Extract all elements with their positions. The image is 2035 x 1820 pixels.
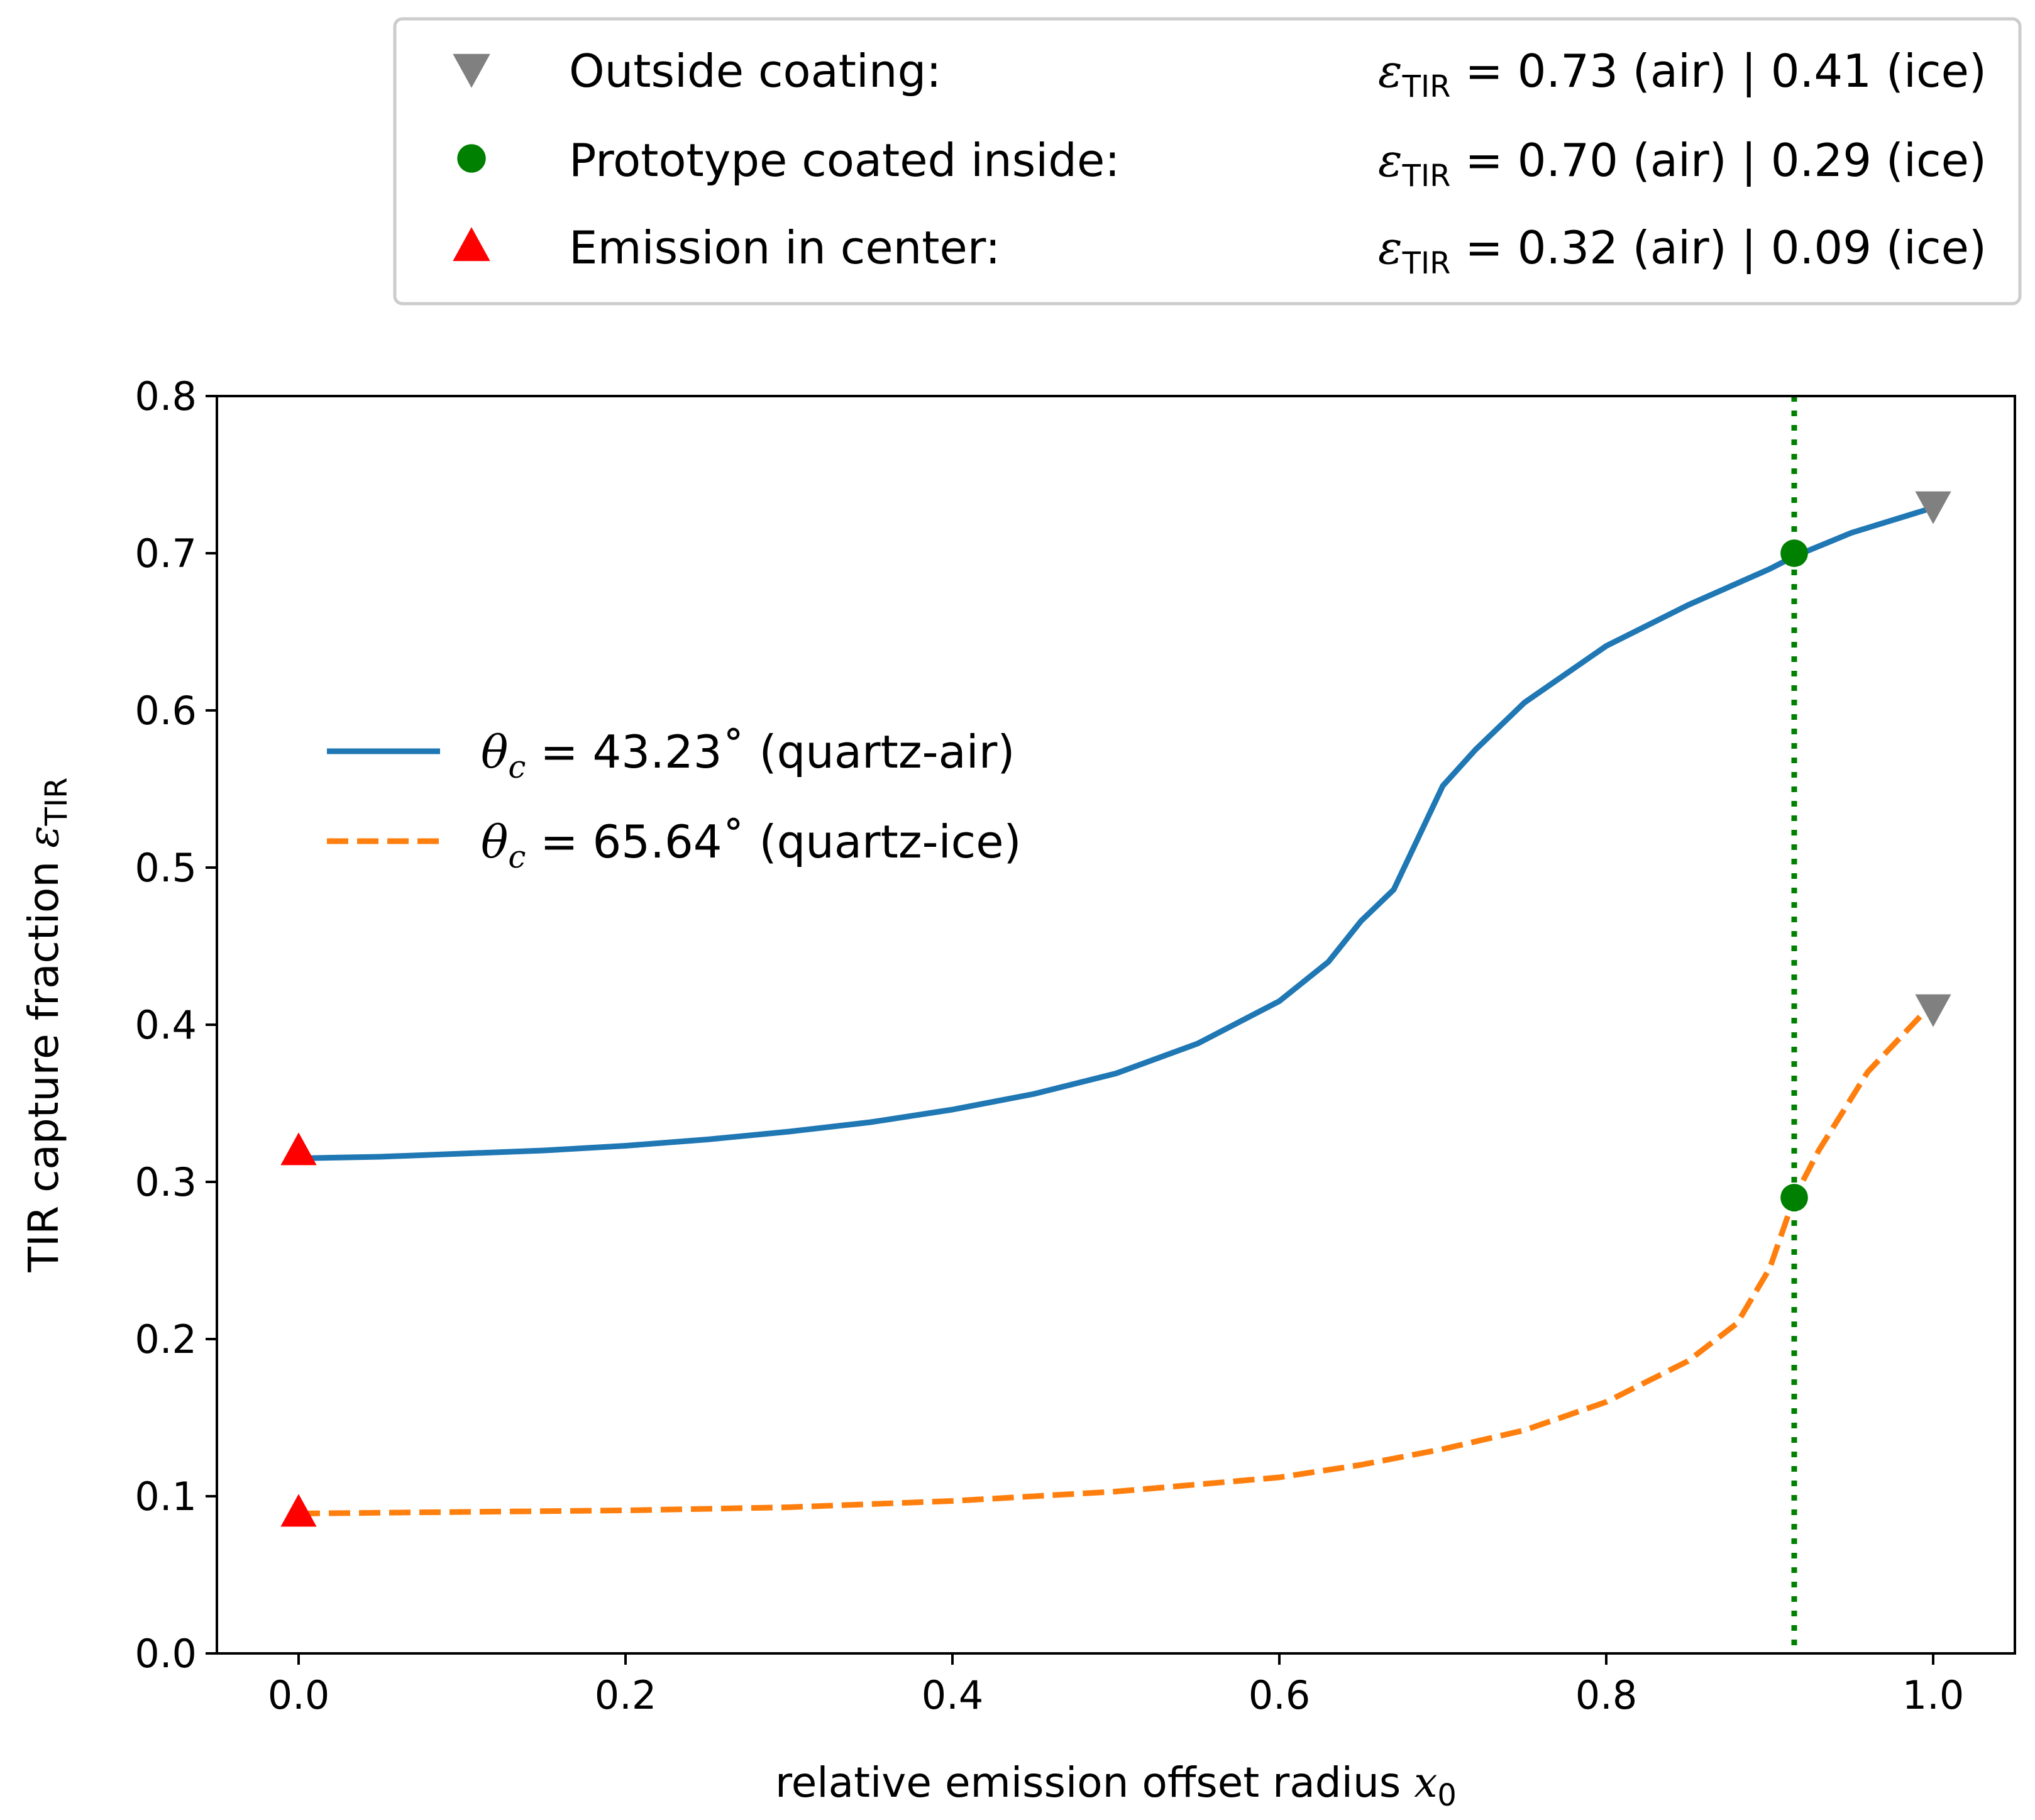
- series-legend-rows: θc = 43.23˚ (quartz-air) θc = 65.64˚ (qua…: [327, 725, 1022, 875]
- series-legend-label: θc = 43.23˚ (quartz-air): [481, 725, 1015, 785]
- marker-legend-label: Prototype coated inside:: [569, 134, 1120, 187]
- series-legend-label: θc = 65.64˚ (quartz-ice): [481, 815, 1022, 875]
- x-axis-ticks: 0.0 0.2 0.4 0.6 0.8 1.0: [268, 1653, 1965, 1718]
- legend-marker-triangle-up: [453, 227, 490, 262]
- marker-triangle-down-ice: [1915, 994, 1951, 1027]
- x-axis-label: relative emission offset radius x0: [775, 1758, 1457, 1813]
- y-axis-label: TIR capture fraction εTIR: [19, 778, 74, 1273]
- y-tick-label: 0.8: [135, 373, 197, 419]
- x-tick-label: 0.0: [268, 1672, 330, 1718]
- x-tick-label: 0.8: [1575, 1672, 1638, 1718]
- y-tick-label: 0.7: [135, 531, 197, 576]
- y-axis-ticks: 0.0 0.1 0.2 0.3 0.4 0.5 0.6 0.7 0.8: [135, 373, 217, 1677]
- marker-legend-label: Outside coating:: [569, 45, 942, 97]
- y-tick-label: 0.1: [135, 1474, 197, 1519]
- y-tick-label: 0.3: [135, 1159, 197, 1205]
- legend-marker-triangle-down: [453, 53, 490, 88]
- marker-triangle-up-air: [280, 1132, 317, 1166]
- y-tick-label: 0.0: [135, 1631, 197, 1677]
- x-tick-label: 0.6: [1249, 1672, 1311, 1718]
- marker-circle-air: [1780, 539, 1808, 567]
- plot-frame: [216, 395, 2016, 1655]
- marker-triangle-down-air: [1915, 491, 1951, 524]
- marker-legend-value: εTIR = 0.73 (air) | 0.41 (ice): [1378, 45, 1987, 104]
- plot-area: [217, 396, 2015, 1653]
- marker-layer: [280, 491, 1951, 1527]
- y-tick-label: 0.4: [135, 1002, 197, 1048]
- series-line-quartz-air: [298, 505, 1934, 1161]
- marker-legend-value: εTIR = 0.70 (air) | 0.29 (ice): [1378, 134, 1987, 194]
- marker-triangle-up-ice: [280, 1494, 317, 1527]
- marker-legend-value: εTIR = 0.32 (air) | 0.09 (ice): [1378, 221, 1987, 281]
- marker-legend-frame: [393, 17, 2022, 306]
- y-tick-label: 0.2: [135, 1316, 197, 1362]
- x-tick-label: 0.4: [922, 1672, 984, 1718]
- marker-legend-label: Emission in center:: [569, 221, 1000, 274]
- marker-legend-rows: Outside coating: εTIR = 0.73 (air) | 0.41…: [453, 45, 1987, 281]
- x-tick-label: 1.0: [1902, 1672, 1965, 1718]
- x-tick-label: 0.2: [595, 1672, 657, 1718]
- legend-marker-circle: [457, 144, 486, 173]
- marker-legend: Outside coating: εTIR = 0.73 (air) | 0.41…: [393, 17, 2022, 306]
- series-legend: θc = 43.23˚ (quartz-air) θc = 65.64˚ (qua…: [327, 725, 1022, 875]
- marker-circle-ice: [1780, 1184, 1808, 1211]
- y-tick-label: 0.6: [135, 688, 197, 734]
- y-tick-label: 0.5: [135, 845, 197, 891]
